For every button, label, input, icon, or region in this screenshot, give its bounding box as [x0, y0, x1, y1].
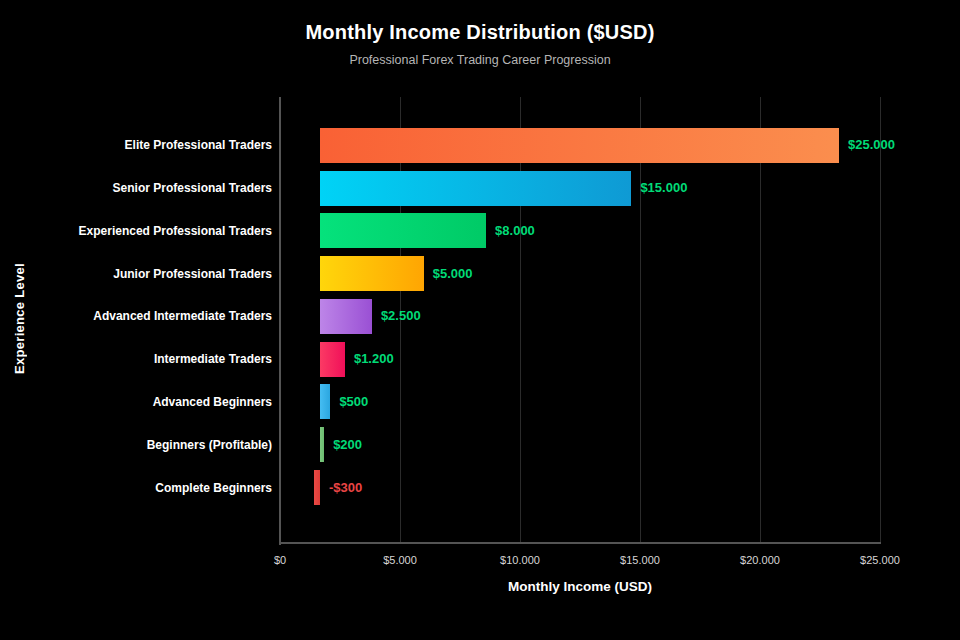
bar	[320, 299, 372, 334]
value-label: $15.000	[640, 179, 687, 197]
bar	[314, 470, 320, 505]
x-tick-label: $0	[235, 553, 325, 567]
x-axis-title: Monthly Income (USD)	[280, 579, 880, 594]
category-label: Intermediate Traders	[60, 350, 272, 368]
bar	[320, 171, 631, 206]
bar	[320, 342, 345, 377]
value-label: $5.000	[433, 265, 473, 283]
value-label: $8.000	[495, 222, 535, 240]
category-label: Experienced Professional Traders	[60, 222, 272, 240]
value-label: $1.200	[354, 350, 394, 368]
bar	[320, 213, 486, 248]
value-label: $500	[339, 393, 368, 411]
chart-screen: Monthly Income Distribution ($USD) Profe…	[0, 0, 960, 640]
category-label: Advanced Beginners	[60, 393, 272, 411]
chart-title: Monthly Income Distribution ($USD)	[0, 21, 960, 44]
value-label: $25.000	[848, 136, 895, 154]
bar	[320, 128, 839, 163]
value-label: $2.500	[381, 307, 421, 325]
y-axis-line	[279, 97, 281, 545]
y-axis-title: Experience Level	[8, 218, 30, 418]
category-label: Senior Professional Traders	[60, 179, 272, 197]
category-label: Beginners (Profitable)	[60, 436, 272, 454]
value-label: -$300	[329, 479, 362, 497]
bar	[320, 256, 424, 291]
x-tick-label: $15.000	[595, 553, 685, 567]
bar	[320, 427, 324, 462]
category-label: Complete Beginners	[60, 479, 272, 497]
x-tick-label: $10.000	[475, 553, 565, 567]
x-tick-label: $25.000	[835, 553, 925, 567]
plot-area: $25.000$15.000$8.000$5.000$2.500$1.200$5…	[280, 97, 880, 543]
x-axis-line	[279, 542, 881, 544]
gridline	[760, 97, 761, 543]
category-label: Junior Professional Traders	[60, 265, 272, 283]
bar	[320, 384, 330, 419]
category-label: Elite Professional Traders	[60, 136, 272, 154]
gridline	[520, 97, 521, 543]
gridline	[640, 97, 641, 543]
value-label: $200	[333, 436, 362, 454]
category-label: Advanced Intermediate Traders	[60, 307, 272, 325]
chart-subtitle: Professional Forex Trading Career Progre…	[0, 53, 960, 67]
gridline	[880, 97, 881, 543]
x-tick-label: $20.000	[715, 553, 805, 567]
x-tick-label: $5.000	[355, 553, 445, 567]
